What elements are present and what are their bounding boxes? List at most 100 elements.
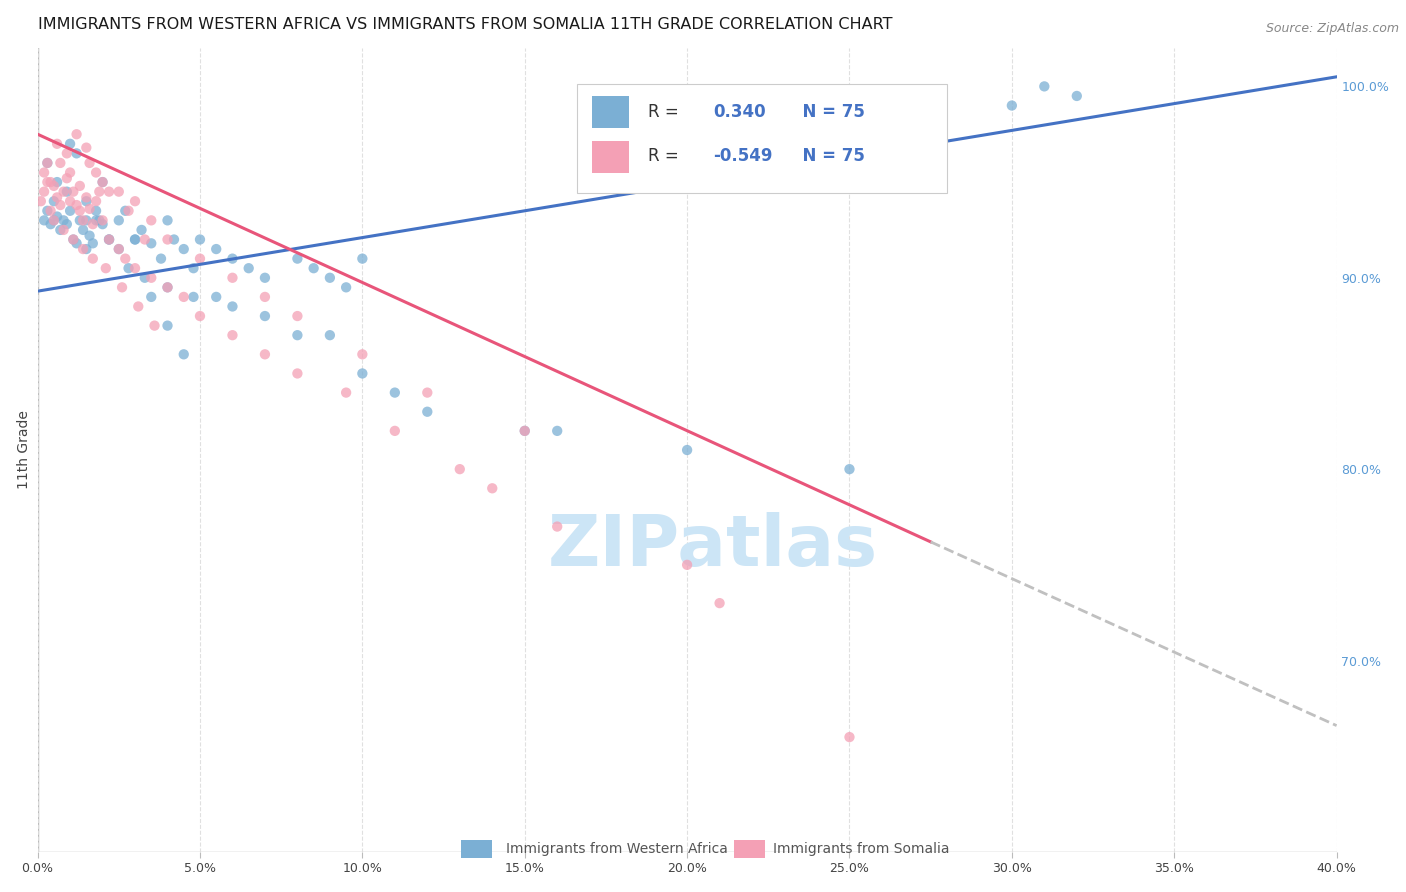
Point: [384, 385, 406, 400]
Point: [1001, 98, 1024, 112]
Point: [52, 185, 75, 199]
Point: [84, 203, 107, 218]
Bar: [592, 96, 628, 128]
Point: [1033, 79, 1056, 94]
Point: [253, 290, 276, 304]
Point: [94, 261, 117, 276]
Point: [238, 261, 260, 276]
Point: [37, 203, 59, 218]
Point: [46, 175, 69, 189]
Point: [141, 213, 163, 227]
Point: [335, 385, 357, 400]
Point: [156, 280, 179, 294]
Point: [124, 194, 146, 209]
Point: [37, 156, 59, 170]
Text: R =: R =: [648, 103, 685, 120]
Point: [52, 223, 75, 237]
Point: [221, 252, 243, 266]
Point: [221, 300, 243, 314]
Point: [117, 261, 139, 276]
Point: [481, 481, 503, 495]
Point: [79, 228, 101, 243]
Point: [42, 194, 65, 209]
Point: [107, 185, 129, 199]
Point: [75, 242, 97, 256]
Point: [188, 252, 211, 266]
Point: [82, 236, 104, 251]
Point: [124, 232, 146, 246]
Text: 0.340: 0.340: [713, 103, 766, 120]
Point: [89, 185, 111, 199]
Point: [156, 318, 179, 333]
Point: [69, 178, 91, 193]
Point: [56, 146, 79, 161]
Point: [141, 270, 163, 285]
Point: [709, 596, 731, 610]
Point: [124, 261, 146, 276]
Point: [163, 232, 186, 246]
Point: [49, 156, 72, 170]
Y-axis label: 11th Grade: 11th Grade: [17, 410, 31, 490]
Point: [98, 232, 121, 246]
Point: [546, 519, 568, 533]
Point: [62, 232, 84, 246]
Point: [42, 178, 65, 193]
Point: [65, 146, 87, 161]
Point: [287, 328, 309, 343]
Point: [117, 203, 139, 218]
Point: [156, 213, 179, 227]
Point: [107, 242, 129, 256]
Point: [156, 232, 179, 246]
Point: [124, 232, 146, 246]
Point: [131, 223, 153, 237]
Point: [75, 194, 97, 209]
Point: [79, 156, 101, 170]
Point: [150, 252, 173, 266]
Point: [156, 280, 179, 294]
Point: [1066, 89, 1088, 103]
Point: [82, 252, 104, 266]
Point: [32, 185, 55, 199]
Point: [127, 300, 149, 314]
Point: [56, 171, 79, 186]
Point: [352, 252, 374, 266]
Point: [59, 194, 82, 209]
Point: [46, 136, 69, 151]
Point: [253, 309, 276, 323]
Point: [56, 185, 79, 199]
Text: N = 75: N = 75: [792, 103, 865, 120]
Bar: [576, 84, 946, 193]
Point: [114, 203, 136, 218]
Point: [84, 213, 107, 227]
Point: [62, 232, 84, 246]
Point: [384, 424, 406, 438]
Point: [72, 213, 94, 227]
Point: [52, 213, 75, 227]
Text: N = 75: N = 75: [792, 147, 865, 165]
Bar: [592, 141, 628, 173]
Point: [221, 270, 243, 285]
Point: [91, 217, 114, 231]
Point: [319, 270, 342, 285]
Point: [84, 165, 107, 179]
Point: [65, 127, 87, 141]
Point: [134, 270, 156, 285]
Point: [46, 190, 69, 204]
Point: [513, 424, 536, 438]
Point: [188, 309, 211, 323]
Point: [335, 280, 357, 294]
Point: [37, 156, 59, 170]
Point: [416, 405, 439, 419]
Point: [838, 730, 860, 744]
Point: [75, 141, 97, 155]
Point: [32, 165, 55, 179]
Point: [49, 198, 72, 212]
Text: Source: ZipAtlas.com: Source: ZipAtlas.com: [1265, 22, 1399, 36]
Point: [65, 198, 87, 212]
Point: [75, 213, 97, 227]
Point: [173, 242, 195, 256]
Point: [838, 462, 860, 476]
Point: [79, 202, 101, 216]
Point: [173, 347, 195, 361]
Point: [82, 217, 104, 231]
